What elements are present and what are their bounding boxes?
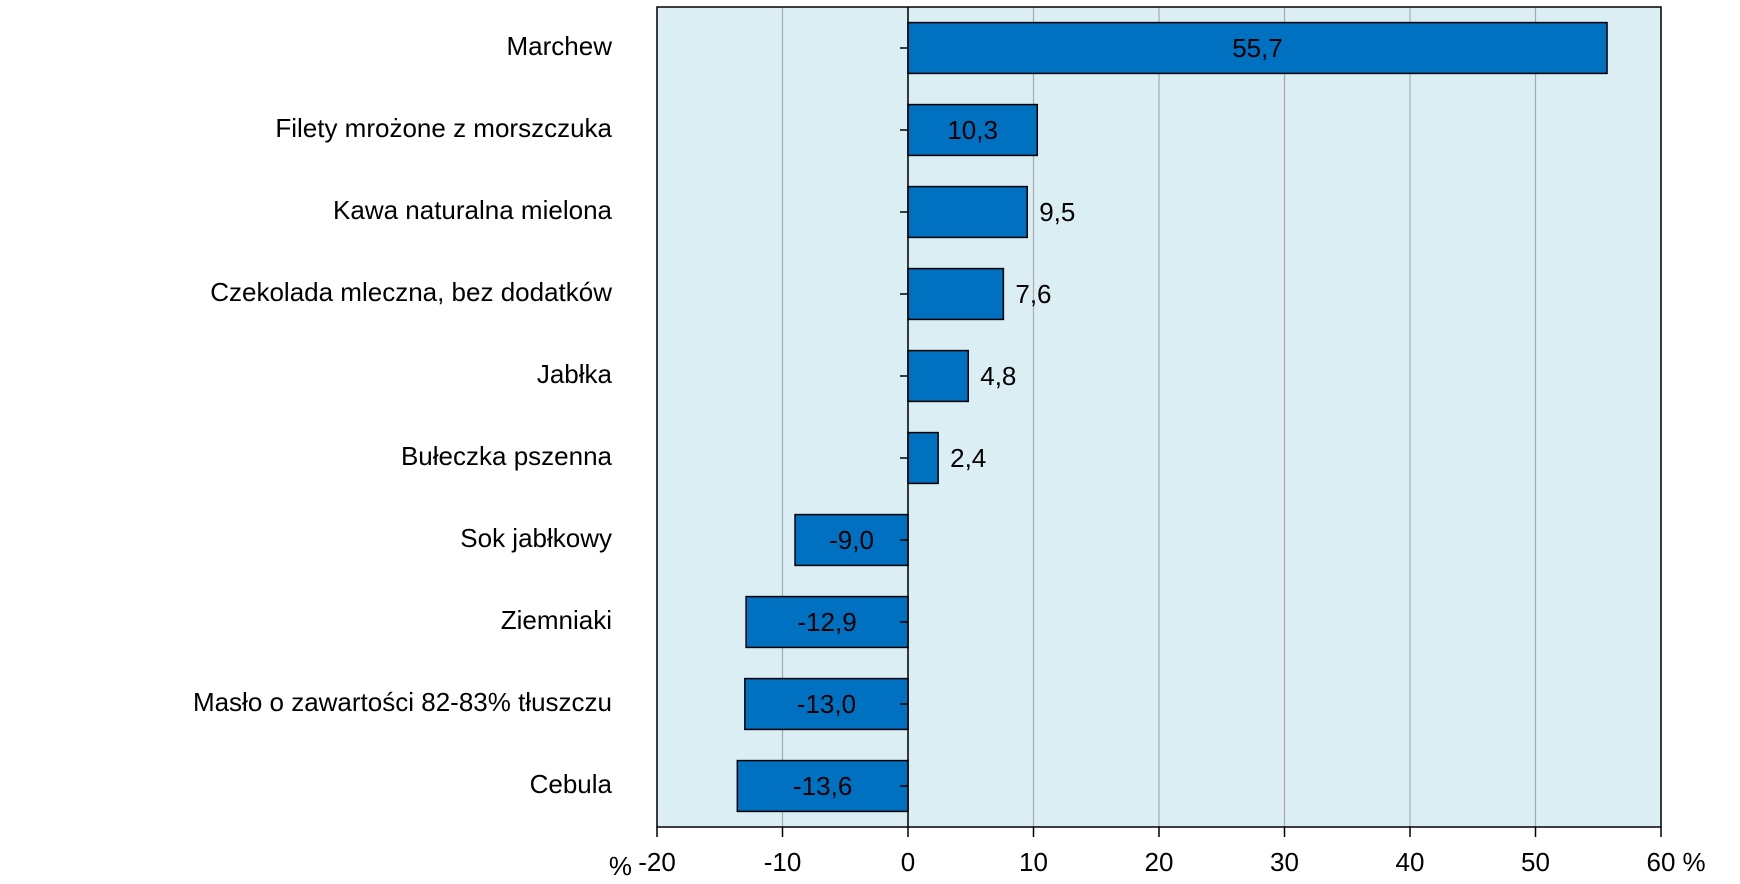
bar <box>907 267 1005 321</box>
value-label: 2,4 <box>950 443 986 473</box>
x-tick-label: -20 <box>638 847 676 877</box>
value-label: 7,6 <box>1015 279 1051 309</box>
value-label: 9,5 <box>1039 197 1075 227</box>
bar <box>907 349 969 403</box>
bar <box>744 677 909 731</box>
bar <box>907 103 1039 157</box>
y-tick-label: Masło o zawartości 82-83% tłuszczu <box>193 687 612 717</box>
bar <box>907 431 939 485</box>
x-tick-label: 30 <box>1270 847 1299 877</box>
y-tick-label: Marchew <box>507 31 613 61</box>
value-label: -13,6 <box>793 771 852 801</box>
x-tick-label: 40 <box>1396 847 1425 877</box>
x-unit-right: % <box>1682 847 1705 877</box>
y-tick-label: Kawa naturalna mielona <box>333 195 612 225</box>
bar <box>794 513 909 567</box>
x-tick-label: -10 <box>764 847 802 877</box>
x-tick-label: 20 <box>1145 847 1174 877</box>
y-tick-label: Jabłka <box>537 359 613 389</box>
value-label: -13,0 <box>797 689 856 719</box>
plot-border <box>656 6 1662 828</box>
value-label: -12,9 <box>797 607 856 637</box>
y-tick-label: Ziemniaki <box>501 605 612 635</box>
x-tick-label: 50 <box>1521 847 1550 877</box>
y-tick-label: Filety mrożone z morszczuka <box>275 113 612 143</box>
x-tick-label: 10 <box>1019 847 1048 877</box>
value-label: -9,0 <box>829 525 874 555</box>
bar <box>907 185 1028 239</box>
x-unit-left: % <box>609 851 632 881</box>
x-tick-label: 60 <box>1647 847 1676 877</box>
value-label: 55,7 <box>1232 33 1283 63</box>
value-label: 10,3 <box>947 115 998 145</box>
y-tick-label: Cebula <box>530 769 613 799</box>
y-tick-label: Czekolada mleczna, bez dodatków <box>210 277 612 307</box>
y-tick-label: Bułeczka pszenna <box>401 441 613 471</box>
x-tick-label: 0 <box>901 847 915 877</box>
value-label: 4,8 <box>980 361 1016 391</box>
bar <box>907 21 1608 75</box>
y-tick-label: Sok jabłkowy <box>460 523 612 553</box>
